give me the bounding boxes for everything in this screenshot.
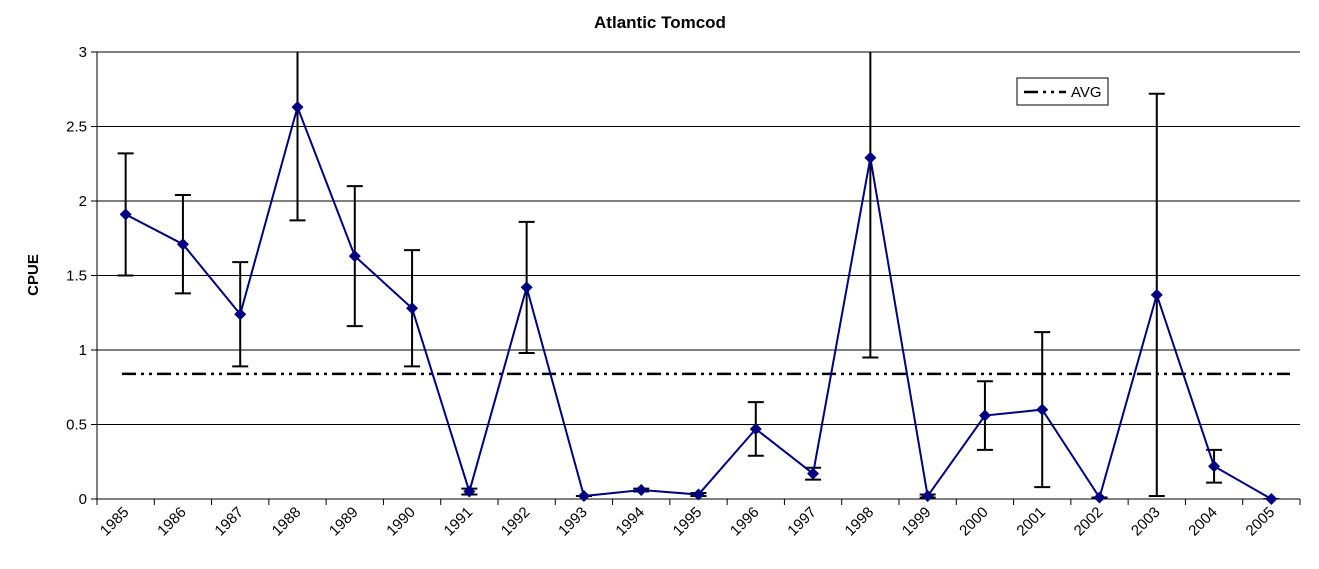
x-tick-label: 1991 [441, 504, 477, 540]
x-tick-label: 1987 [211, 504, 247, 540]
y-tick-label: 3 [79, 44, 87, 61]
data-point [864, 151, 877, 164]
data-point [406, 302, 419, 315]
chart-title: Atlantic Tomcod [594, 13, 726, 32]
data-point [577, 490, 590, 503]
x-tick-label: 1997 [784, 504, 820, 540]
data-point [692, 488, 705, 501]
x-tick-label: 1985 [97, 504, 133, 540]
y-tick-label: 2 [79, 193, 87, 210]
data-point [978, 409, 991, 422]
x-tick-label: 2005 [1243, 504, 1279, 540]
x-tick-label: 2004 [1185, 504, 1221, 540]
data-point [119, 208, 132, 221]
x-tick-label: 2003 [1128, 504, 1164, 540]
data-point [176, 238, 189, 251]
data-point [291, 101, 304, 114]
x-tick-label: 1992 [498, 504, 534, 540]
y-tick-label: 1.5 [66, 268, 87, 285]
x-tick-label: 2001 [1013, 504, 1049, 540]
x-tick-label: 1986 [154, 504, 190, 540]
legend-label: AVG [1071, 84, 1102, 101]
data-point [1036, 403, 1049, 416]
y-tick-label: 2.5 [66, 119, 87, 136]
data-point [1265, 493, 1278, 505]
data-point [1208, 460, 1221, 473]
x-tick-label: 1990 [383, 504, 419, 540]
data-point [749, 422, 762, 435]
y-axis-label: CPUE [25, 254, 42, 296]
x-tick-label: 1999 [899, 504, 935, 540]
y-tick-label: 0 [79, 491, 87, 508]
x-tick-label: 2002 [1071, 504, 1107, 540]
x-tick-label: 1995 [670, 504, 706, 540]
data-point [921, 490, 934, 503]
legend: AVG [1016, 77, 1109, 106]
data-point [520, 281, 533, 294]
x-tick-label: 2000 [956, 504, 992, 540]
data-point [348, 250, 361, 263]
data-point [463, 485, 476, 498]
x-tick-label: 1988 [269, 504, 305, 540]
y-tick-label: 1 [79, 342, 87, 359]
data-point [807, 467, 820, 480]
data-point [234, 308, 247, 321]
data-point [635, 484, 648, 497]
x-tick-label: 1993 [555, 504, 591, 540]
x-tick-label: 1996 [727, 504, 763, 540]
data-point [1150, 288, 1163, 301]
x-tick-label: 1994 [612, 504, 648, 540]
data-point [1093, 491, 1106, 504]
x-tick-label: 1989 [326, 504, 362, 540]
error-bar [862, 52, 879, 359]
y-tick-label: 0.5 [66, 417, 87, 434]
x-tick-label: 1998 [842, 504, 878, 540]
